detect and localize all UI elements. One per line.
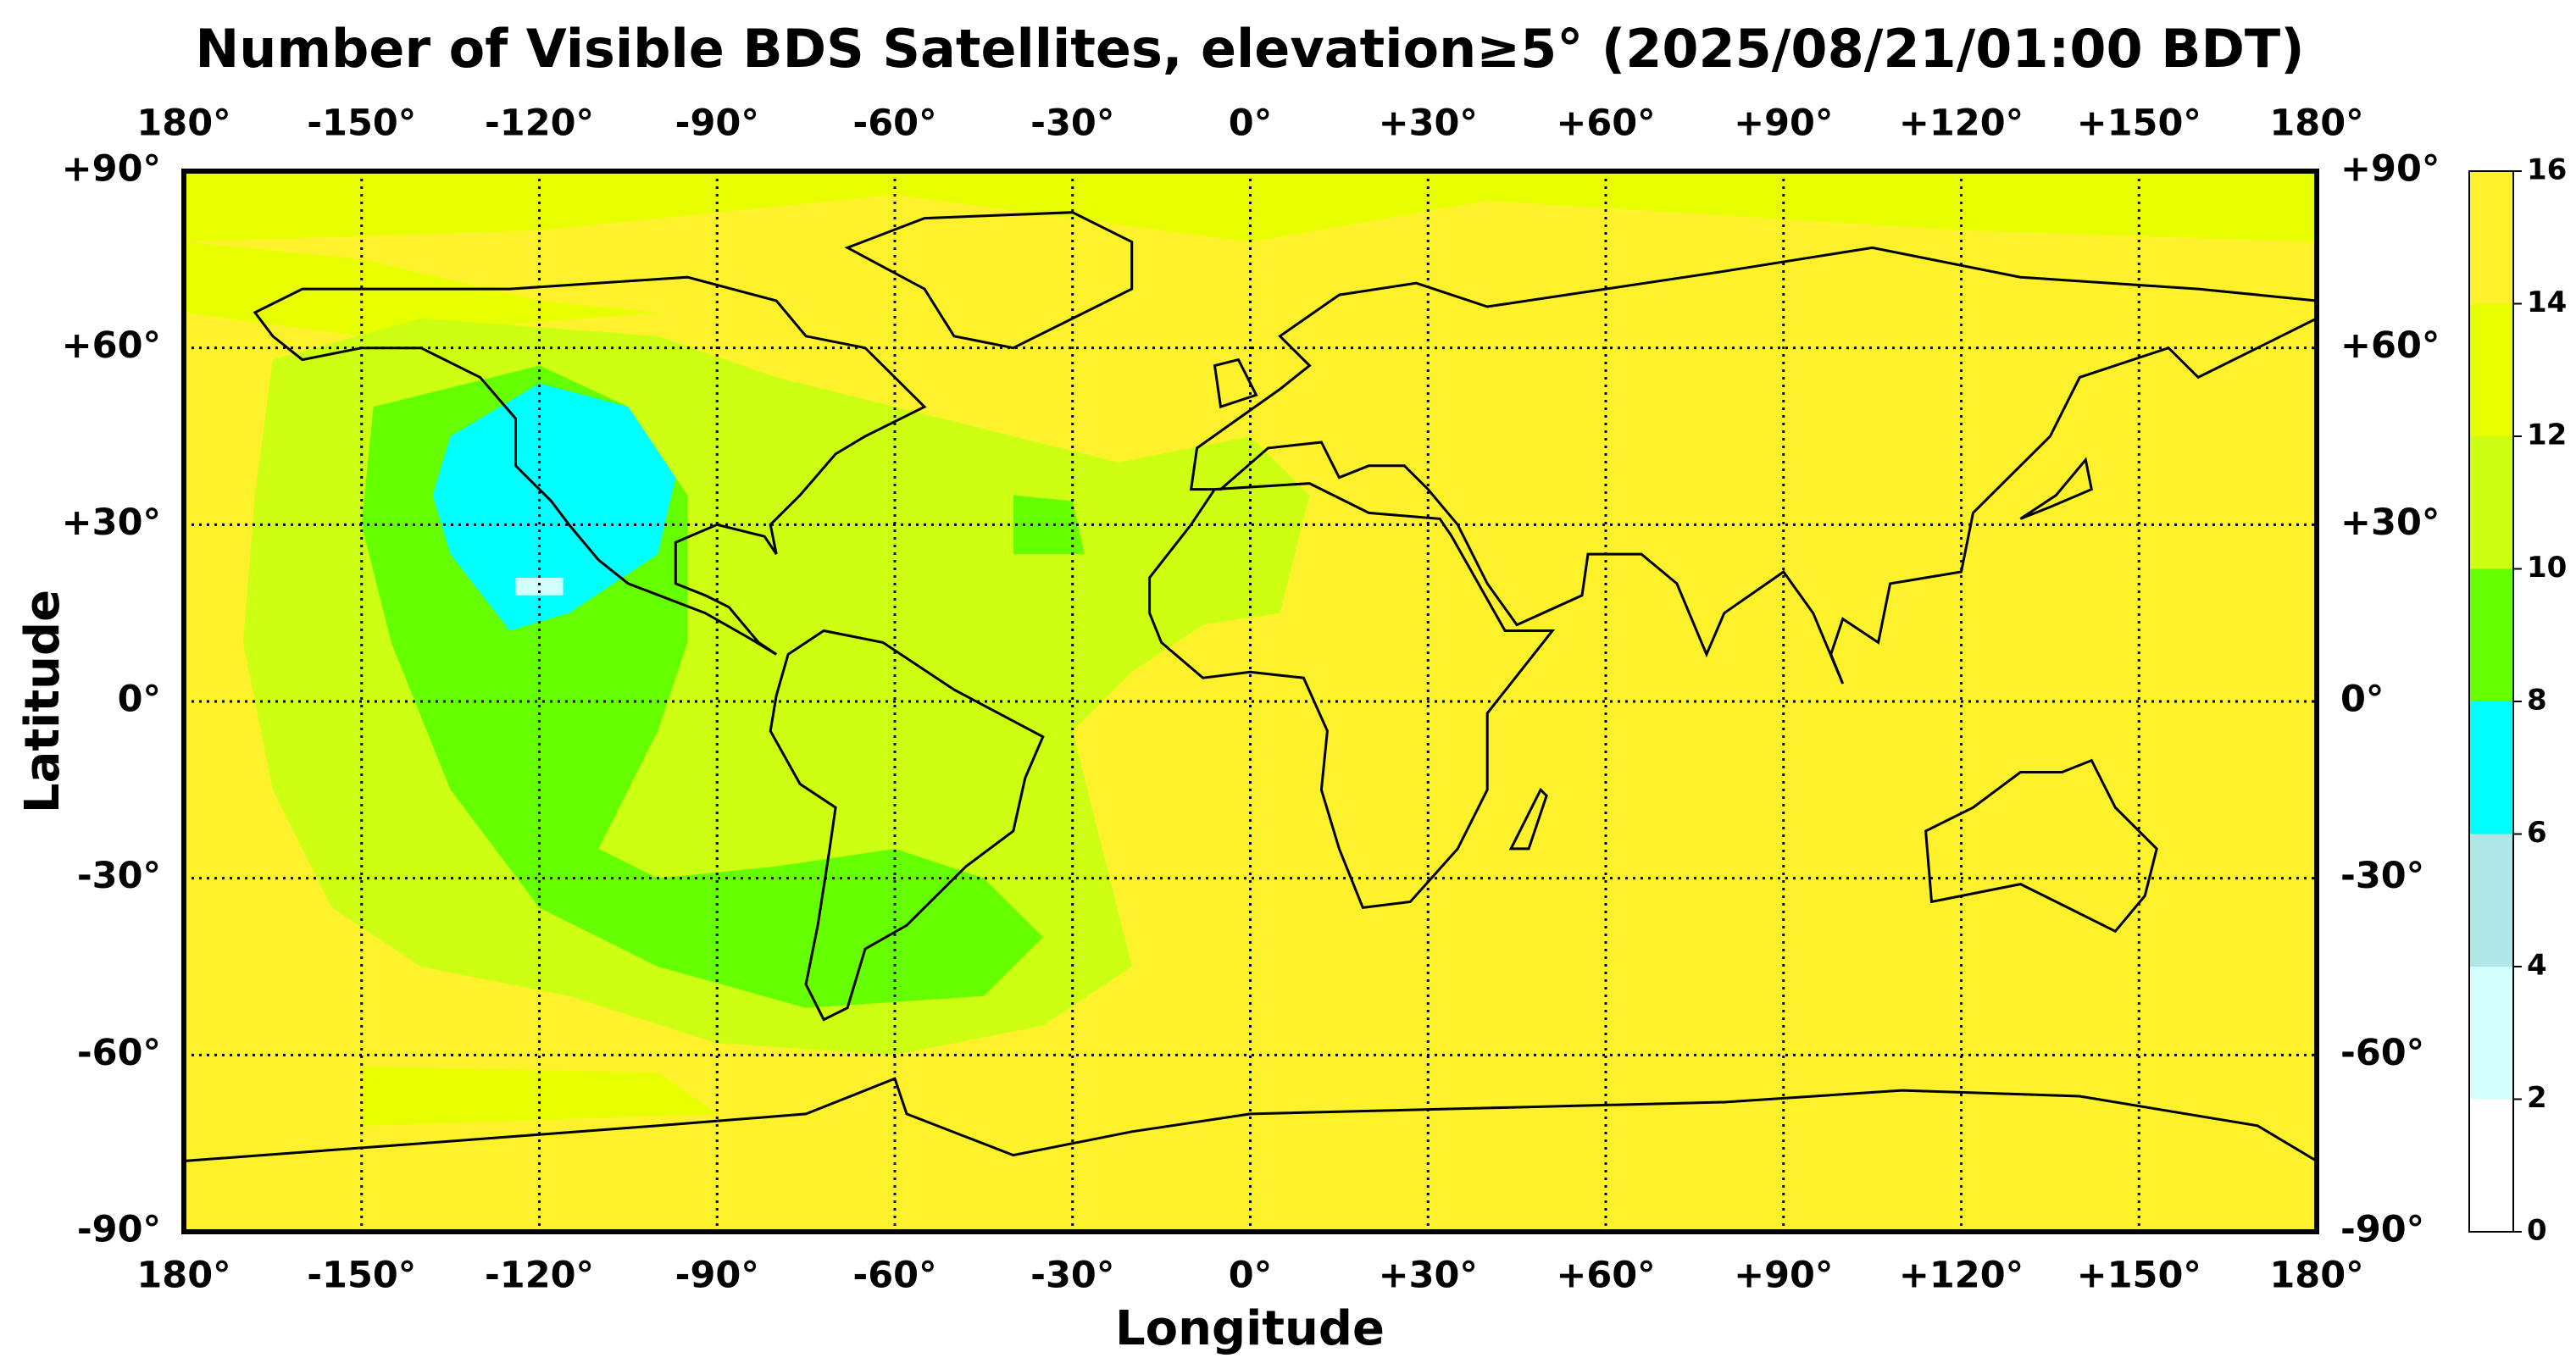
colorbar-tick-label: 12 (2527, 418, 2567, 452)
coastline (1148, 482, 1556, 910)
x-tick-label: -30° (1030, 1255, 1114, 1297)
x-tick-label: 180° (136, 103, 230, 145)
x-tick-label: +150° (2077, 1255, 2201, 1297)
visibility-region (515, 577, 564, 596)
x-tick-label: +30° (1379, 1255, 1478, 1297)
colorbar-tick-label: 0 (2527, 1214, 2547, 1248)
y-tick-label: 0° (2340, 679, 2384, 721)
x-tick-label: +120° (1899, 103, 2024, 145)
chart-title: Number of Visible BDS Satellites, elevat… (195, 18, 2304, 80)
coastline (2019, 457, 2094, 520)
x-tick-label: -90° (675, 1255, 759, 1297)
colorbar-bin (2469, 701, 2513, 834)
colorbar-bin (2469, 568, 2513, 701)
coastline (769, 629, 1045, 1022)
coastline (844, 211, 1134, 350)
x-tick-label: +60° (1556, 103, 1655, 145)
colorbar-tick-label: 4 (2527, 949, 2547, 983)
y-tick-label: +30° (62, 502, 161, 544)
visibility-region (1013, 495, 1085, 555)
colorbar-bin (2469, 967, 2513, 1100)
y-tick-label: -90° (2340, 1209, 2424, 1251)
colorbar-tick-label: 6 (2527, 816, 2547, 850)
x-tick-label: 180° (2269, 103, 2363, 145)
y-tick-label: +90° (62, 148, 161, 191)
x-tick-label: -120° (485, 1255, 594, 1297)
x-tick-label: 0° (1229, 1255, 1272, 1297)
colorbar-bin (2469, 834, 2513, 967)
y-tick-label: -90° (77, 1209, 161, 1251)
x-tick-label: 0° (1229, 103, 1272, 145)
x-tick-label: -90° (675, 103, 759, 145)
x-tick-label: -120° (485, 103, 594, 145)
x-tick-label: +30° (1379, 103, 1478, 145)
y-tick-label: -30° (77, 855, 161, 897)
x-tick-label: +60° (1556, 1255, 1655, 1297)
visibility-region (184, 171, 2317, 242)
colorbar-tick-label: 14 (2527, 285, 2567, 319)
x-tick-label: 180° (2269, 1255, 2363, 1297)
coastline (184, 1077, 2317, 1162)
map-border (181, 169, 2319, 1234)
x-tick-label: +90° (1734, 103, 1833, 145)
visibility-region (1102, 436, 1310, 631)
x-tick-label: -30° (1030, 103, 1114, 145)
y-tick-label: -60° (77, 1032, 161, 1074)
colorbar-bin (2469, 171, 2513, 304)
colorbar-tick-label: 2 (2527, 1081, 2547, 1115)
colorbar-bin (2469, 436, 2513, 569)
x-tick-label: -150° (307, 103, 416, 145)
x-tick-label: +120° (1899, 1255, 2024, 1297)
coastline (253, 275, 927, 656)
x-axis-label: Longitude (1115, 1301, 1385, 1356)
y-tick-label: +60° (2340, 324, 2440, 367)
colorbar-tick-label: 16 (2527, 153, 2567, 187)
x-tick-label: -60° (852, 1255, 936, 1297)
x-tick-label: -60° (852, 103, 936, 145)
y-tick-label: -30° (2340, 855, 2424, 897)
coastline (1508, 787, 1548, 851)
colorbar-bin (2469, 303, 2513, 436)
colorbar-tick-label: 8 (2527, 684, 2547, 718)
overlay: 180° 180° -150° -150° -120° -120° -90° -90° -60°… (62, 103, 2568, 1297)
y-tick-label: -60° (2340, 1032, 2424, 1074)
x-tick-label: +90° (1734, 1255, 1833, 1297)
coastline (1213, 357, 1258, 409)
y-tick-label: +30° (2340, 502, 2440, 544)
x-tick-label: 180° (136, 1255, 230, 1297)
colorbar-tick-label: 10 (2527, 551, 2567, 585)
y-tick-label: 0° (118, 679, 161, 721)
y-tick-label: +60° (62, 324, 161, 367)
x-tick-label: -150° (307, 1255, 416, 1297)
y-axis-label: Latitude (15, 590, 70, 813)
coastline (1924, 758, 2158, 934)
x-tick-label: +150° (2077, 103, 2201, 145)
coastline (1189, 246, 2317, 684)
colorbar-bin (2469, 1099, 2513, 1232)
y-tick-label: +90° (2340, 148, 2440, 191)
